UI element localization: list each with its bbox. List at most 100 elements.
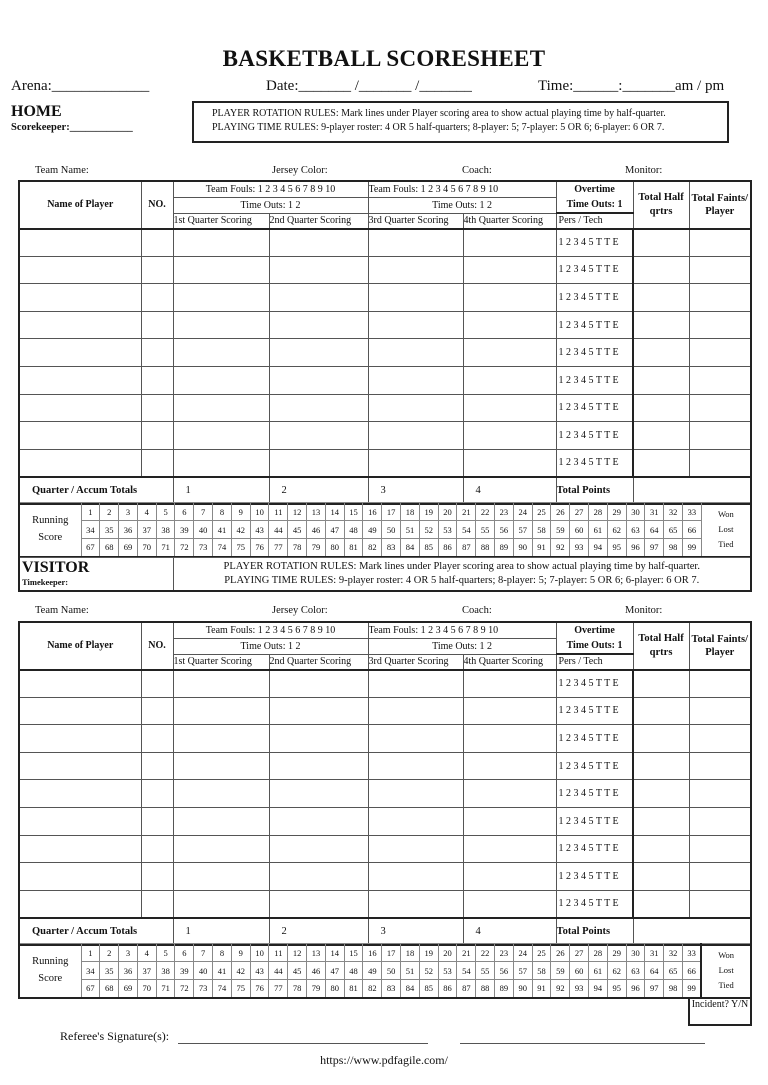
q4-scoring-cell[interactable] <box>462 255 557 285</box>
running-score-number[interactable]: 18 <box>400 943 420 962</box>
overtime-timeouts[interactable]: Time Outs: 1 <box>566 640 623 651</box>
q1-scoring-cell[interactable] <box>172 228 270 257</box>
pers-tech-marks[interactable]: 1 2 3 4 5 T T E <box>555 724 635 753</box>
total-faints-cell[interactable] <box>688 255 752 285</box>
pers-tech-marks[interactable]: 1 2 3 4 5 T T E <box>555 365 635 395</box>
running-score-number[interactable]: 36 <box>118 961 138 980</box>
running-score-number[interactable]: 33 <box>682 502 702 521</box>
time-outs-first-half[interactable]: Time Outs: 1 2 <box>172 196 369 214</box>
running-score-number[interactable]: 20 <box>437 502 458 521</box>
running-score-number[interactable]: 18 <box>400 502 420 521</box>
running-score-number[interactable]: 67 <box>80 538 101 557</box>
running-score-number[interactable]: 28 <box>588 943 608 962</box>
q3-total[interactable]: 3 <box>367 916 464 946</box>
referee-signature-line-2[interactable] <box>460 1043 705 1044</box>
running-score-number[interactable]: 40 <box>193 520 214 539</box>
q1-scoring-cell[interactable] <box>172 889 270 919</box>
q3-scoring-cell[interactable] <box>367 283 464 312</box>
pers-tech-marks[interactable]: 1 2 3 4 5 T T E <box>555 310 635 340</box>
running-score-number[interactable]: 77 <box>268 538 289 557</box>
q1-total[interactable]: 1 <box>172 475 270 505</box>
incident-box[interactable]: Incident? Y/N <box>688 997 752 1026</box>
running-score-number[interactable]: 5 <box>155 943 176 962</box>
running-score-number[interactable]: 70 <box>136 979 157 998</box>
monitor-label[interactable]: Monitor: <box>625 605 663 616</box>
q4-scoring-cell[interactable] <box>462 365 557 395</box>
running-score-number[interactable]: 37 <box>136 520 157 539</box>
q4-total[interactable]: 4 <box>462 916 557 946</box>
running-score-number[interactable]: 7 <box>193 943 214 962</box>
running-score-number[interactable]: 55 <box>475 520 496 539</box>
running-score-number[interactable]: 79 <box>306 979 326 998</box>
player-number-cell[interactable] <box>140 834 174 864</box>
q3-scoring-cell[interactable] <box>367 338 464 367</box>
running-score-number[interactable]: 34 <box>80 961 101 980</box>
running-score-number[interactable]: 44 <box>268 520 289 539</box>
running-score-number[interactable]: 48 <box>343 520 364 539</box>
total-faints-cell[interactable] <box>688 310 752 340</box>
q4-scoring-cell[interactable] <box>462 779 557 808</box>
q4-scoring-cell[interactable] <box>462 751 557 781</box>
running-score-number[interactable]: 16 <box>362 502 383 521</box>
running-score-number[interactable]: 13 <box>306 943 326 962</box>
q1-scoring-cell[interactable] <box>172 310 270 340</box>
running-score-number[interactable]: 44 <box>268 961 289 980</box>
total-points-cell[interactable] <box>632 916 752 946</box>
running-score-number[interactable]: 30 <box>625 943 646 962</box>
total-faints-cell[interactable] <box>688 806 752 836</box>
running-score-number[interactable]: 33 <box>682 943 702 962</box>
q1-scoring-cell[interactable] <box>172 862 270 891</box>
running-score-number[interactable]: 26 <box>550 943 571 962</box>
running-score-number[interactable]: 80 <box>324 538 345 557</box>
player-name-cell[interactable] <box>18 393 142 423</box>
q2-scoring-cell[interactable] <box>268 338 369 367</box>
pers-tech-marks[interactable]: 1 2 3 4 5 T T E <box>555 862 635 891</box>
running-score-number[interactable]: 69 <box>118 538 138 557</box>
running-score-number[interactable]: 9 <box>230 502 251 521</box>
team-name-label[interactable]: Team Name: <box>35 605 89 616</box>
running-score-number[interactable]: 3 <box>118 502 138 521</box>
q4-scoring-cell[interactable] <box>462 448 557 478</box>
q1-scoring-cell[interactable] <box>172 448 270 478</box>
running-score-number[interactable]: 34 <box>80 520 101 539</box>
q4-scoring-cell[interactable] <box>462 310 557 340</box>
running-score-number[interactable]: 74 <box>212 979 232 998</box>
running-score-number[interactable]: 24 <box>512 943 533 962</box>
player-name-cell[interactable] <box>18 751 142 781</box>
running-score-number[interactable]: 41 <box>212 520 232 539</box>
pers-tech-marks[interactable]: 1 2 3 4 5 T T E <box>555 696 635 726</box>
player-number-cell[interactable] <box>140 228 174 257</box>
running-score-number[interactable]: 71 <box>155 538 176 557</box>
running-score-number[interactable]: 5 <box>155 502 176 521</box>
monitor-label[interactable]: Monitor: <box>625 165 663 176</box>
running-score-number[interactable]: 8 <box>212 502 232 521</box>
running-score-number[interactable]: 99 <box>682 979 702 998</box>
total-half-cell[interactable] <box>632 806 690 836</box>
q3-scoring-cell[interactable] <box>367 421 464 450</box>
running-score-number[interactable]: 29 <box>606 502 627 521</box>
running-score-number[interactable]: 6 <box>174 943 195 962</box>
running-score-number[interactable]: 50 <box>381 961 402 980</box>
total-faints-cell[interactable] <box>688 834 752 864</box>
running-score-number[interactable]: 35 <box>99 520 120 539</box>
running-score-number[interactable]: 64 <box>644 961 665 980</box>
running-score-number[interactable]: 30 <box>625 502 646 521</box>
running-score-number[interactable]: 72 <box>174 979 195 998</box>
running-score-number[interactable]: 89 <box>494 979 514 998</box>
running-score-number[interactable]: 31 <box>644 943 665 962</box>
team-fouls-second-half[interactable]: Team Fouls: 1 2 3 4 5 6 7 8 9 10 <box>367 180 557 198</box>
q3-scoring-cell[interactable] <box>367 448 464 478</box>
running-score-number[interactable]: 3 <box>118 943 138 962</box>
running-score-number[interactable]: 14 <box>324 943 345 962</box>
total-faints-cell[interactable] <box>688 696 752 726</box>
total-faints-cell[interactable] <box>688 862 752 891</box>
total-half-cell[interactable] <box>632 283 690 312</box>
running-score-number[interactable]: 36 <box>118 520 138 539</box>
player-number-cell[interactable] <box>140 862 174 891</box>
total-half-cell[interactable] <box>632 365 690 395</box>
player-number-cell[interactable] <box>140 338 174 367</box>
player-number-cell[interactable] <box>140 806 174 836</box>
running-score-number[interactable]: 65 <box>663 520 683 539</box>
q2-scoring-cell[interactable] <box>268 365 369 395</box>
total-half-cell[interactable] <box>632 696 690 726</box>
